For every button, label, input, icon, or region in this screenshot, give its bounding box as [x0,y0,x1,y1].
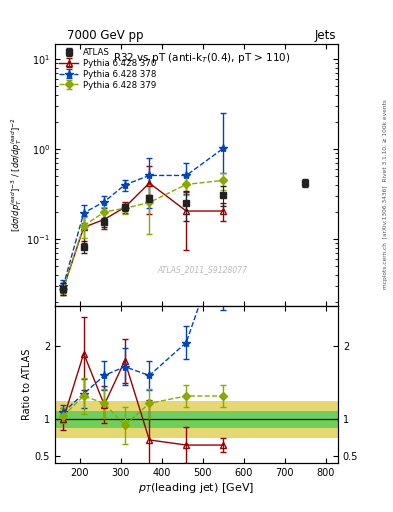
Text: 7000 GeV pp: 7000 GeV pp [67,29,143,42]
Text: ATLAS_2011_S9128077: ATLAS_2011_S9128077 [157,265,247,274]
X-axis label: $p_T$(leading jet) [GeV]: $p_T$(leading jet) [GeV] [138,481,255,495]
Y-axis label: Ratio to ATLAS: Ratio to ATLAS [22,349,32,420]
Y-axis label: $[d\sigma/dp_T^{lead}]^{-3}$ / $[d\sigma/dp_T^{lead}]^{-2}$: $[d\sigma/dp_T^{lead}]^{-3}$ / $[d\sigma… [9,117,24,232]
Text: R32 vs pT (anti-k$_T$(0.4), pT > 110): R32 vs pT (anti-k$_T$(0.4), pT > 110) [113,51,291,66]
Text: Jets: Jets [314,29,336,42]
Text: mcplots.cern.ch  [arXiv:1306.3436]  Rivet 3.1.10, ≥ 100k events: mcplots.cern.ch [arXiv:1306.3436] Rivet … [384,100,388,289]
Legend: ATLAS, Pythia 6.428 370, Pythia 6.428 378, Pythia 6.428 379: ATLAS, Pythia 6.428 370, Pythia 6.428 37… [58,46,158,91]
